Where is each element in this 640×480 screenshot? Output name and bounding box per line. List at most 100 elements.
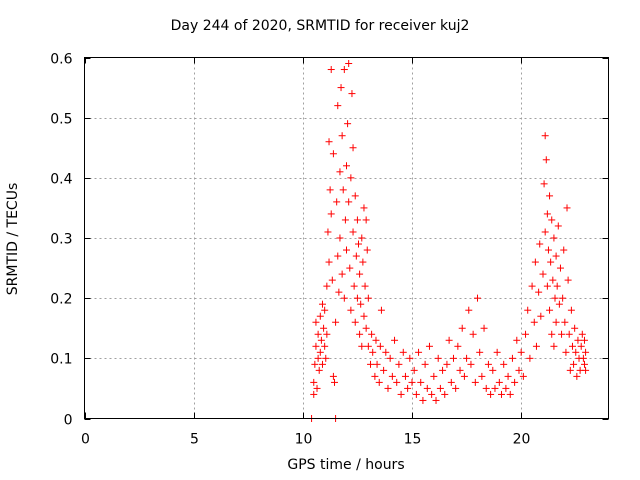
data-point: [346, 264, 354, 272]
data-point: [316, 312, 324, 320]
data-point: [443, 360, 451, 368]
data-point: [562, 348, 570, 356]
data-point: [340, 66, 348, 74]
axis-ticks: 0 0.1 0.2 0.3 0.4 0.5 0.6 0 5 10 15 20: [50, 52, 609, 448]
data-point: [397, 390, 405, 398]
data-point: [410, 366, 418, 374]
data-point: [362, 216, 370, 224]
data-point: [563, 204, 571, 212]
data-point: [425, 342, 433, 350]
data-point: [312, 342, 320, 350]
data-point: [384, 384, 392, 392]
data-point: [495, 378, 503, 386]
data-point: [474, 294, 481, 302]
data-point: [336, 234, 344, 242]
data-point: [334, 252, 342, 260]
data-point: [558, 330, 566, 338]
data-point: [356, 330, 364, 338]
data-point: [325, 138, 333, 146]
data-point: [332, 318, 340, 326]
data-point: [355, 240, 363, 248]
data-point: [546, 192, 554, 200]
data-point: [358, 342, 366, 350]
data-point: [556, 264, 564, 272]
data-point: [312, 318, 320, 326]
data-point: [364, 342, 372, 350]
data-point: [382, 348, 390, 356]
data-point: [549, 276, 557, 284]
data-point: [349, 228, 357, 236]
data-point: [321, 342, 329, 350]
data-point: [436, 384, 444, 392]
data-point: [469, 330, 477, 338]
data-point: [577, 342, 585, 350]
data-point: [550, 234, 558, 242]
data-point: [476, 348, 484, 356]
chart-title: Day 244 of 2020, SRMTID for receiver kuj…: [170, 18, 470, 34]
data-point: [360, 312, 368, 320]
data-point: [430, 372, 438, 380]
data-point: [321, 306, 329, 314]
data-point: [561, 318, 569, 326]
data-point: [582, 348, 590, 356]
data-point: [502, 384, 510, 392]
data-point: [482, 384, 490, 392]
data-point: [580, 360, 588, 368]
data-point: [329, 372, 337, 380]
data-point: [376, 342, 384, 350]
data-point: [517, 348, 525, 356]
data-point: [329, 150, 337, 158]
data-point: [551, 294, 559, 302]
data-point: [338, 270, 346, 278]
data-point: [548, 216, 556, 224]
data-point: [522, 330, 530, 338]
data-point: [314, 354, 322, 362]
data-point: [506, 390, 514, 398]
data-point: [419, 396, 427, 404]
data-points: [308, 60, 590, 422]
data-point: [315, 366, 323, 374]
data-point: [310, 378, 318, 386]
data-point: [351, 318, 359, 326]
data-point: [447, 378, 455, 386]
data-point: [347, 174, 355, 182]
data-point: [377, 306, 385, 314]
data-point: [395, 360, 403, 368]
data-point: [532, 342, 540, 350]
data-point: [371, 372, 379, 380]
data-point: [445, 336, 453, 344]
data-point: [498, 390, 506, 398]
y-tick-label: 0: [64, 413, 73, 429]
data-point: [328, 276, 336, 284]
y-tick-label: 0.4: [50, 172, 72, 188]
data-point: [324, 228, 332, 236]
data-point: [428, 390, 436, 398]
data-point: [363, 246, 371, 254]
data-point: [449, 354, 457, 362]
data-point: [550, 342, 558, 350]
data-point: [334, 102, 342, 110]
data-point: [350, 282, 358, 290]
data-point: [531, 258, 539, 266]
data-point: [508, 354, 516, 362]
data-point: [555, 300, 563, 308]
data-point: [367, 360, 375, 368]
data-point: [330, 378, 338, 386]
data-point: [343, 246, 350, 254]
data-point: [352, 252, 360, 260]
data-point: [317, 336, 325, 344]
data-point: [327, 66, 335, 74]
data-point: [351, 192, 359, 200]
data-point: [454, 342, 462, 350]
data-point: [313, 384, 321, 392]
data-point: [573, 372, 581, 380]
data-point: [322, 354, 330, 362]
data-point: [339, 186, 347, 194]
y-tick-label: 0.2: [50, 292, 72, 308]
data-point: [360, 204, 368, 212]
data-point: [543, 282, 551, 290]
data-point: [337, 84, 345, 92]
data-point: [489, 366, 497, 374]
x-tick-label: 20: [513, 432, 531, 448]
